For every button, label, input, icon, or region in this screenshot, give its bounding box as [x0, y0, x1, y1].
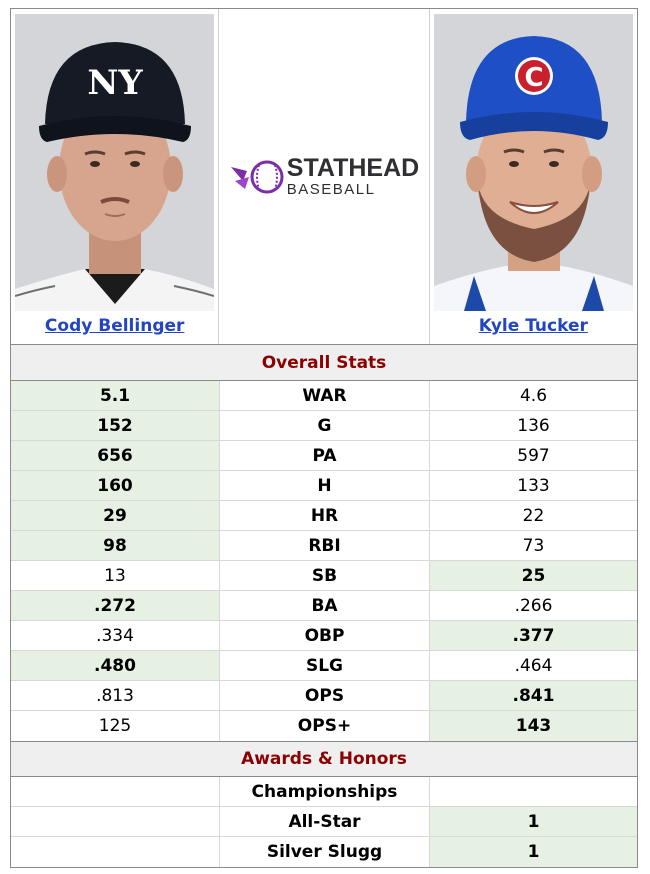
right-value: 597: [517, 445, 550, 466]
svg-text:C: C: [524, 63, 543, 93]
left-value: 656: [11, 441, 220, 470]
left-value: 152: [11, 411, 220, 440]
baseball-logo-icon: [230, 160, 284, 193]
right-value: 22: [522, 505, 545, 526]
table-row: 5.1 WAR 4.6: [11, 381, 637, 411]
table-row: All-Star 1: [11, 807, 637, 837]
right-value: 1: [430, 807, 637, 836]
stat-label: OBP: [220, 621, 430, 650]
table-row: 656 PA 597: [11, 441, 637, 471]
table-row: .480 SLG .464: [11, 651, 637, 681]
player-link-right[interactable]: Kyle Tucker: [478, 316, 588, 336]
table-row: 29 HR 22: [11, 501, 637, 531]
stat-label: H: [220, 471, 430, 500]
stat-label: RBI: [220, 531, 430, 560]
left-value: .334: [11, 621, 220, 650]
player-link-left[interactable]: Cody Bellinger: [44, 316, 185, 336]
cubs-player-icon: C: [433, 14, 633, 311]
logo-text: STATHEAD BASEBALL: [286, 154, 420, 198]
table-row: 160 H 133: [11, 471, 637, 501]
player-header: NY Cody Bellinger: [11, 9, 637, 345]
right-value: [430, 777, 637, 806]
table-row: .334 OBP .377: [11, 621, 637, 651]
section-overall-stats: Overall Stats: [11, 345, 637, 381]
player-column-left: NY Cody Bellinger: [11, 9, 220, 344]
left-value: 13: [11, 561, 220, 590]
svg-text:NY: NY: [87, 63, 143, 103]
table-row: 98 RBI 73: [11, 531, 637, 561]
right-value: 143: [430, 711, 637, 741]
logo-line2: BASEBALL: [286, 181, 376, 198]
left-value: .480: [11, 651, 220, 680]
awards-rows: Championships All-Star 1 Silver Slugg 1: [11, 777, 637, 867]
table-row: Silver Slugg 1: [11, 837, 637, 867]
stat-label: SB: [220, 561, 430, 590]
right-value: .464: [514, 655, 553, 676]
stat-label: BA: [220, 591, 430, 620]
logo-column: STATHEAD BASEBALL: [219, 9, 428, 344]
stat-label: Championships: [220, 777, 430, 806]
right-value: 1: [430, 837, 637, 867]
stat-label: WAR: [220, 381, 430, 410]
table-row: 152 G 136: [11, 411, 637, 441]
left-value: .272: [11, 591, 220, 620]
right-value: .841: [430, 681, 637, 710]
overall-stats-rows: 5.1 WAR 4.6 152 G 136 656 PA 597 160 H 133 29 HR 22 98 R…: [11, 381, 637, 741]
right-value: .377: [430, 621, 637, 650]
left-value: [11, 807, 220, 836]
right-value: 133: [517, 475, 550, 496]
comparison-table: NY Cody Bellinger: [10, 8, 638, 868]
stat-label: PA: [220, 441, 430, 470]
stat-label: HR: [220, 501, 430, 530]
left-value: 29: [11, 501, 220, 530]
left-value: 160: [11, 471, 220, 500]
table-row: .813 OPS .841: [11, 681, 637, 711]
table-row: 125 OPS+ 143: [11, 711, 637, 741]
stat-label: All-Star: [220, 807, 430, 836]
section-awards: Awards & Honors: [11, 741, 637, 777]
left-value: [11, 777, 220, 806]
right-value: 73: [522, 535, 545, 556]
left-value: .813: [11, 681, 220, 710]
stat-label: OPS+: [220, 711, 430, 741]
left-value: 125: [11, 711, 220, 741]
player-column-right: C Kyle Tucker: [428, 9, 637, 344]
table-row: 13 SB 25: [11, 561, 637, 591]
right-value: 136: [517, 415, 550, 436]
logo-line1: STATHEAD: [286, 154, 420, 182]
player-photo-right: C: [433, 14, 633, 311]
table-row: .272 BA .266: [11, 591, 637, 621]
stat-label: OPS: [220, 681, 430, 710]
right-value: 25: [430, 561, 637, 590]
left-value: 5.1: [11, 381, 220, 410]
stathead-logo[interactable]: STATHEAD BASEBALL: [229, 156, 419, 197]
yankees-player-icon: NY: [15, 14, 215, 311]
stat-label: SLG: [220, 651, 430, 680]
stat-label: G: [220, 411, 430, 440]
player-photo-left: NY: [15, 14, 215, 311]
right-value: .266: [514, 595, 553, 616]
table-row: Championships: [11, 777, 637, 807]
stat-label: Silver Slugg: [220, 837, 430, 867]
left-value: [11, 837, 220, 867]
left-value: 98: [11, 531, 220, 560]
right-value: 4.6: [519, 385, 548, 406]
